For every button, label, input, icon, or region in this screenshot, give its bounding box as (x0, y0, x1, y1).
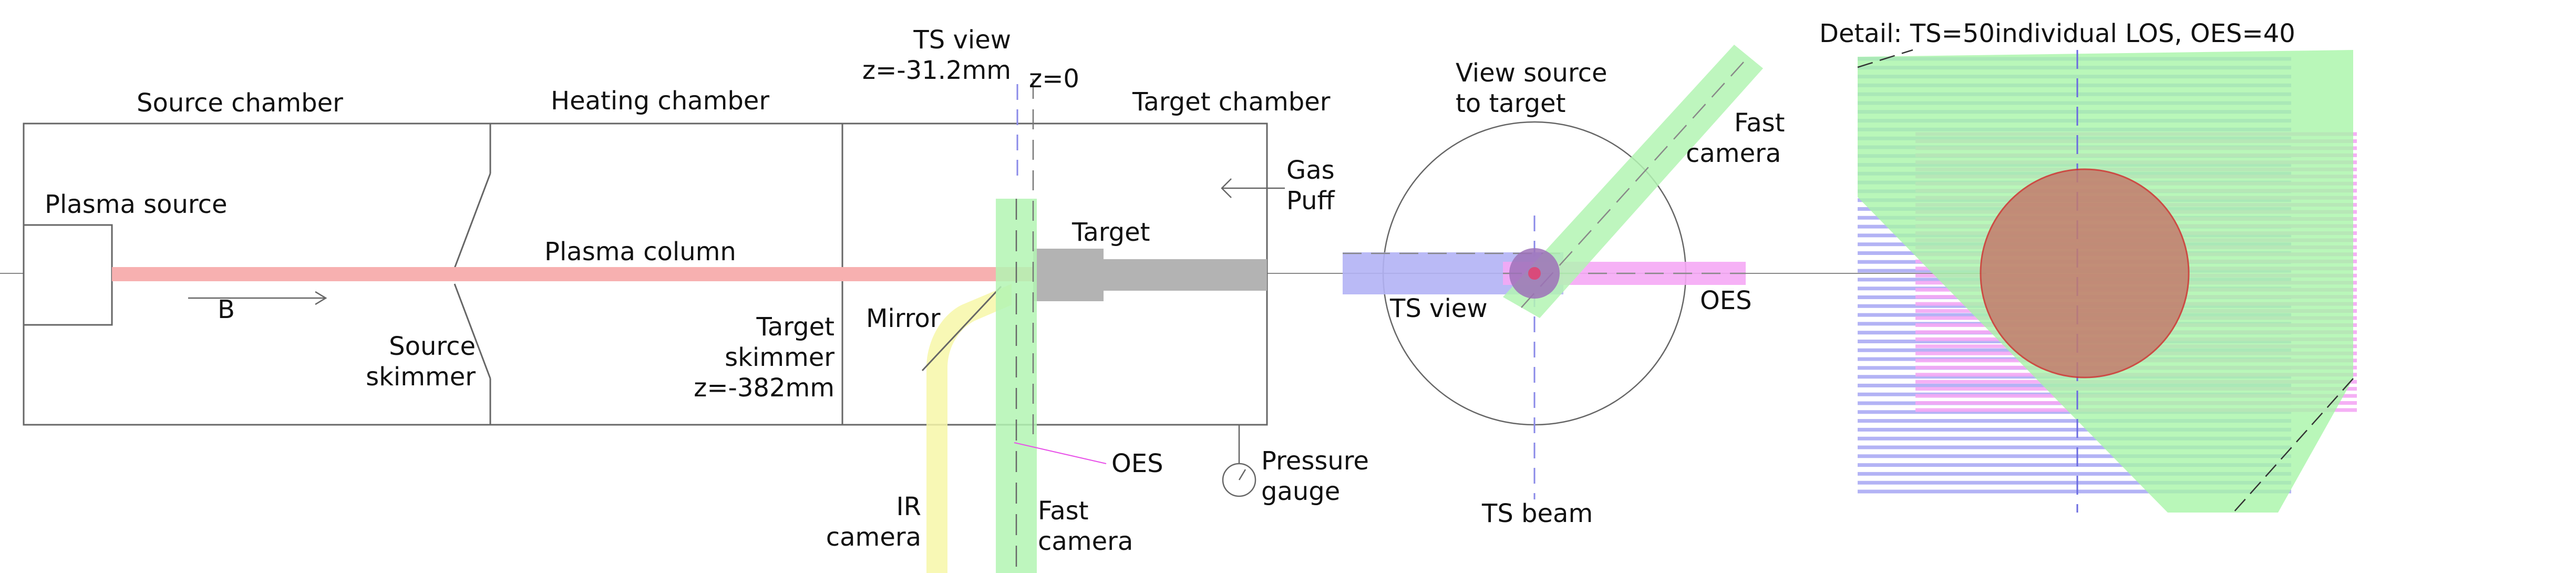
gas-puff-arrow-head (1221, 178, 1232, 198)
pressure-gauge-needle (1238, 469, 1246, 480)
z0-label: z=0 (1029, 64, 1079, 94)
ts-view-label-1: TS view (913, 25, 1011, 55)
source-chamber-label: Source chamber (137, 88, 343, 118)
target-skimmer-label-3: z=-382mm (694, 373, 834, 403)
target-disc (1033, 249, 1104, 301)
end-view-ts-beam-label: TS beam (1481, 499, 1593, 528)
b-field-label: B (218, 295, 235, 324)
detail-fast-camera-edge-1 (1857, 49, 1913, 68)
plasma-source (23, 224, 113, 326)
detail-fast-camera-edge-2 (2233, 378, 2354, 513)
gas-puff-label-2: Puff (1286, 186, 1335, 216)
target-label: Target (1071, 218, 1150, 247)
end-view: View source to target Fast camera TS vie… (1343, 45, 1785, 528)
side-view: Source chamber Heating chamber Target ch… (0, 25, 1986, 573)
target-rod (1104, 259, 1267, 291)
heating-chamber-label: Heating chamber (551, 86, 769, 116)
oes-pointer (1014, 442, 1107, 464)
ir-camera-view (926, 284, 1012, 573)
source-skimmer-label-2: skimmer (366, 362, 476, 392)
plasma-column (112, 267, 1042, 281)
detail-plasma-cross-section (1980, 168, 2190, 378)
source-skimmer-upper (454, 173, 491, 269)
detail-title: Detail: TS=50individual LOS, OES=40 (1819, 19, 2295, 48)
oes-label: OES (1111, 449, 1163, 478)
plasma-source-label: Plasma source (45, 190, 228, 219)
ts-view-label-2: z=-31.2mm (862, 56, 1011, 85)
fast-camera-label-1: Fast (1038, 496, 1088, 526)
target-skimmer-label-2: skimmer (725, 343, 834, 372)
target-chamber-label: Target chamber (1132, 87, 1331, 117)
fast-camera-label-2: camera (1038, 527, 1133, 556)
source-skimmer-label-1: Source (389, 332, 476, 361)
pressure-gauge-label-1: Pressure (1261, 446, 1369, 476)
mirror (921, 285, 1002, 372)
target-skimmer-label-1: Target (756, 312, 835, 342)
b-field-arrow-head (315, 291, 327, 305)
ir-camera-label-2: camera (826, 523, 921, 552)
gas-puff-label-1: Gas (1286, 156, 1335, 185)
plasma-column-label: Plasma column (544, 237, 736, 267)
end-view-ts-view-label: TS view (1389, 294, 1488, 323)
end-view-title-1: View source (1456, 58, 1608, 88)
mirror-label: Mirror (866, 304, 941, 333)
ir-camera-label-1: IR (896, 492, 921, 521)
end-view-plasma-core (1528, 267, 1541, 280)
detail-view: Detail: TS=50individual LOS, OES=40 (1750, 19, 2357, 513)
source-skimmer-lower (454, 283, 491, 379)
end-view-fast-camera-label-2: camera (1686, 139, 1781, 168)
pressure-gauge-label-2: gauge (1261, 477, 1340, 506)
end-view-fast-camera-label-1: Fast (1734, 108, 1785, 138)
fast-camera-view (996, 199, 1037, 573)
end-view-oes-label: OES (1700, 286, 1752, 315)
end-view-title-2: to target (1456, 89, 1565, 118)
